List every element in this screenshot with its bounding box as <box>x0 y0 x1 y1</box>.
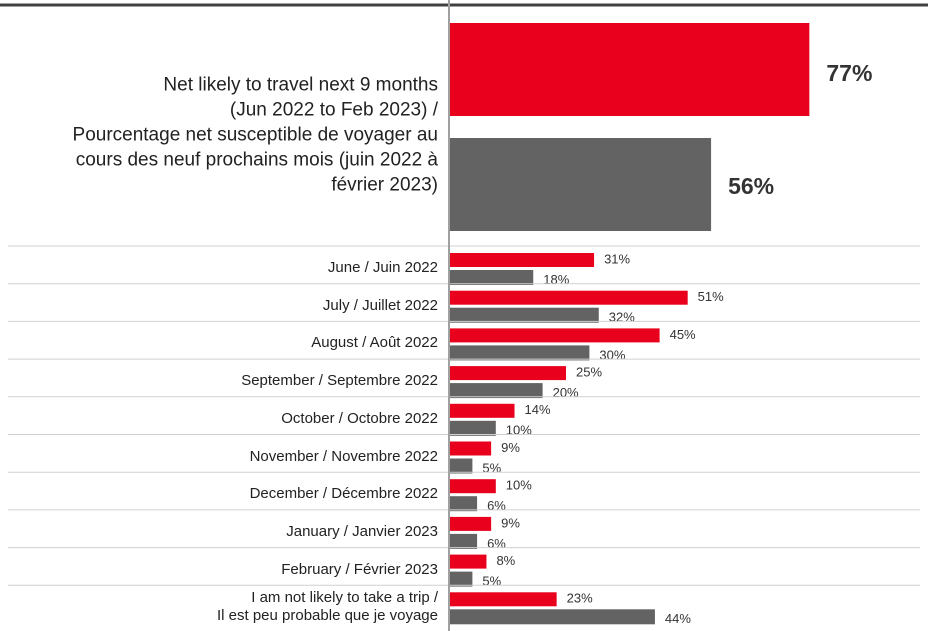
bar <box>449 345 590 361</box>
value-label: 5% <box>482 460 501 475</box>
bar <box>449 609 655 625</box>
value-label: 9% <box>501 440 520 455</box>
bar <box>449 592 557 607</box>
bar <box>449 270 534 285</box>
value-label: 6% <box>487 498 506 513</box>
value-label: 45% <box>670 327 696 342</box>
bar <box>449 253 595 267</box>
value-label: 77% <box>826 60 872 86</box>
bar <box>449 496 478 512</box>
value-label: 23% <box>567 591 593 606</box>
bar <box>449 420 496 436</box>
bar <box>449 383 543 399</box>
category-label: January / Janvier 2023 <box>286 522 438 540</box>
value-label: 6% <box>487 536 506 551</box>
bar <box>449 479 496 494</box>
bar <box>449 23 810 116</box>
value-label: 51% <box>698 289 724 304</box>
category-label: August / Août 2022 <box>311 334 438 352</box>
value-label: 31% <box>604 251 630 266</box>
value-label: 32% <box>609 310 635 325</box>
bar <box>449 307 599 323</box>
value-label: 44% <box>665 611 691 626</box>
category-label: February / Février 2023 <box>281 560 438 578</box>
bar <box>449 138 712 231</box>
category-label: November / Novembre 2022 <box>249 447 438 465</box>
value-label: 56% <box>728 173 774 199</box>
value-label: 20% <box>553 385 579 400</box>
value-label: 8% <box>496 553 515 568</box>
bar <box>449 366 566 381</box>
bar <box>449 403 515 418</box>
category-label: September / Septembre 2022 <box>241 372 438 390</box>
category-label: I am not likely to take a trip / Il est … <box>217 589 438 625</box>
value-label: 25% <box>576 365 602 380</box>
category-label: Net likely to travel next 9 months (Jun … <box>72 74 438 196</box>
value-label: 9% <box>501 515 520 530</box>
bar <box>449 571 473 587</box>
bar <box>449 458 473 474</box>
bar <box>449 328 660 343</box>
value-label: 30% <box>599 347 625 362</box>
value-label: 5% <box>482 574 501 589</box>
value-label: 10% <box>506 423 532 438</box>
category-label: December / Décembre 2022 <box>249 485 438 503</box>
category-label: June / Juin 2022 <box>327 259 438 276</box>
value-label: 14% <box>525 402 551 417</box>
category-label: July / Juillet 2022 <box>322 296 438 314</box>
bar <box>449 441 492 456</box>
bar <box>449 533 478 549</box>
bar <box>449 290 688 305</box>
value-label: 18% <box>543 272 569 287</box>
bar <box>449 516 492 531</box>
bar <box>449 554 487 569</box>
category-label: October / Octobre 2022 <box>281 409 438 427</box>
value-label: 10% <box>506 478 532 493</box>
